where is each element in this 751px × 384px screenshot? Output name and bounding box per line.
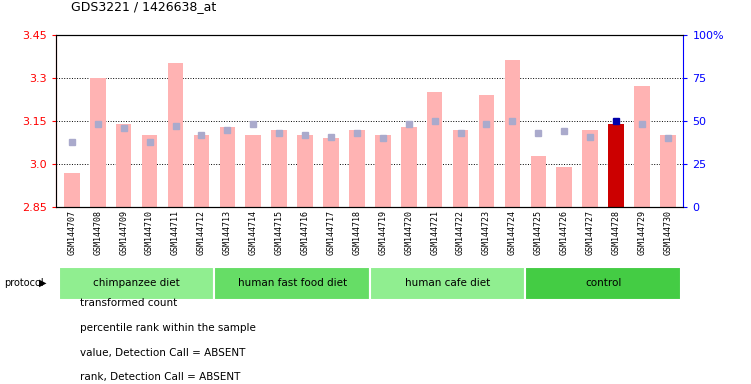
Bar [349, 130, 365, 207]
Bar [219, 127, 235, 207]
Text: GSM144710: GSM144710 [145, 210, 154, 255]
Text: GSM144728: GSM144728 [611, 210, 620, 255]
Text: GSM144722: GSM144722 [456, 210, 465, 255]
Bar [453, 130, 469, 207]
Text: GSM144717: GSM144717 [327, 210, 336, 255]
Text: GSM144708: GSM144708 [93, 210, 102, 255]
Text: GSM144724: GSM144724 [508, 210, 517, 255]
Text: GSM144707: GSM144707 [68, 210, 77, 255]
Bar [214, 267, 369, 300]
Bar [427, 92, 442, 207]
Text: value, Detection Call = ABSENT: value, Detection Call = ABSENT [80, 348, 246, 358]
Bar [608, 124, 624, 207]
Bar [556, 167, 572, 207]
Text: GDS3221 / 1426638_at: GDS3221 / 1426638_at [71, 0, 216, 13]
Text: GSM144716: GSM144716 [300, 210, 309, 255]
Text: GSM144720: GSM144720 [404, 210, 413, 255]
Text: protocol: protocol [4, 278, 44, 288]
Text: GSM144719: GSM144719 [379, 210, 388, 255]
Text: GSM144727: GSM144727 [586, 210, 595, 255]
Text: transformed count: transformed count [80, 298, 177, 308]
Text: GSM144729: GSM144729 [638, 210, 647, 255]
Bar [526, 267, 681, 300]
Bar [297, 136, 313, 207]
Text: GSM144711: GSM144711 [171, 210, 180, 255]
Bar [401, 127, 417, 207]
Text: control: control [585, 278, 621, 288]
Text: GSM144715: GSM144715 [275, 210, 284, 255]
Bar [64, 173, 80, 207]
Bar [660, 136, 676, 207]
Text: human fast food diet: human fast food diet [237, 278, 347, 288]
Text: rank, Detection Call = ABSENT: rank, Detection Call = ABSENT [80, 372, 241, 382]
Bar [59, 267, 214, 300]
Bar [582, 130, 598, 207]
Bar [116, 124, 131, 207]
Bar [505, 61, 520, 207]
Bar [194, 136, 210, 207]
Bar [530, 156, 546, 207]
Bar [90, 78, 106, 207]
Text: GSM144709: GSM144709 [119, 210, 128, 255]
Text: percentile rank within the sample: percentile rank within the sample [80, 323, 256, 333]
Bar [369, 267, 526, 300]
Text: GSM144712: GSM144712 [197, 210, 206, 255]
Text: chimpanzee diet: chimpanzee diet [93, 278, 180, 288]
Text: GSM144723: GSM144723 [482, 210, 491, 255]
Bar [246, 136, 261, 207]
Text: GSM144721: GSM144721 [430, 210, 439, 255]
Text: GSM144730: GSM144730 [663, 210, 672, 255]
Bar [271, 130, 287, 207]
Text: GSM144713: GSM144713 [223, 210, 232, 255]
Text: GSM144718: GSM144718 [352, 210, 361, 255]
Text: human cafe diet: human cafe diet [405, 278, 490, 288]
Text: GSM144725: GSM144725 [534, 210, 543, 255]
Bar [323, 138, 339, 207]
Text: GSM144726: GSM144726 [559, 210, 569, 255]
Bar [478, 95, 494, 207]
Bar [167, 63, 183, 207]
Bar [634, 86, 650, 207]
Text: GSM144714: GSM144714 [249, 210, 258, 255]
Text: ▶: ▶ [39, 278, 47, 288]
Bar [142, 136, 158, 207]
Bar [375, 136, 391, 207]
